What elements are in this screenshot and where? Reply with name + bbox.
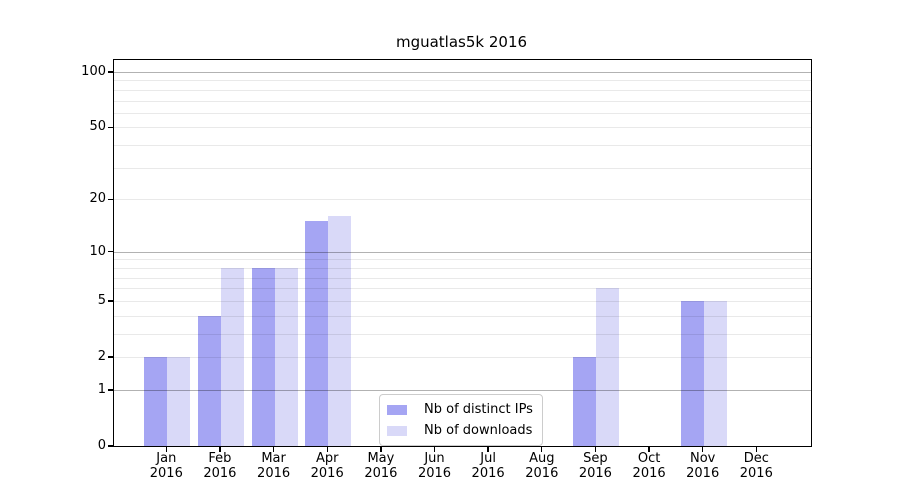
minor-gridline xyxy=(114,112,811,114)
y-tick-mark xyxy=(108,389,113,391)
legend: Nb of distinct IPs Nb of downloads xyxy=(379,394,543,446)
x-tick-mark xyxy=(326,446,328,452)
bar-distinct-ips-Nov-2016 xyxy=(680,300,704,446)
x-tick-label: Dec 2016 xyxy=(739,451,773,481)
x-tick-label: Jan 2016 xyxy=(149,451,183,481)
x-tick-mark xyxy=(755,446,757,452)
x-tick-label: Oct 2016 xyxy=(632,451,666,481)
legend-swatch-downloads xyxy=(387,425,407,436)
legend-label: Nb of downloads xyxy=(424,423,533,438)
y-tick-label: 1 xyxy=(97,381,106,397)
minor-gridline xyxy=(114,357,811,358)
x-tick-label: May 2016 xyxy=(364,451,398,481)
minor-gridline xyxy=(114,300,811,302)
y-tick-mark xyxy=(108,251,113,253)
y-tick-mark xyxy=(108,300,113,302)
y-tick-label: 5 xyxy=(97,292,106,308)
x-tick-mark xyxy=(272,446,275,452)
minor-gridline xyxy=(114,259,811,261)
bar-downloads-Jan-2016 xyxy=(167,357,191,446)
y-tick-mark xyxy=(108,445,113,447)
bar-downloads-Feb-2016 xyxy=(220,267,244,446)
y-tick-label: 0 xyxy=(97,438,106,453)
x-tick-label: Apr 2016 xyxy=(310,451,344,481)
x-tick-mark xyxy=(702,446,704,452)
x-tick-mark xyxy=(380,446,382,452)
x-tick-label: Jul 2016 xyxy=(471,451,505,481)
x-tick-mark xyxy=(541,446,543,452)
minor-gridline xyxy=(114,315,811,317)
x-tick-mark xyxy=(648,446,650,452)
plot-area: Nb of distinct IPs Nb of downloads xyxy=(113,59,812,447)
x-tick-mark xyxy=(487,446,489,452)
bar-downloads-Mar-2016 xyxy=(274,267,298,446)
bar-downloads-Sep-2016 xyxy=(596,288,620,446)
x-tick-mark xyxy=(219,446,221,452)
y-tick-mark xyxy=(108,198,113,201)
x-tick-label: Jun 2016 xyxy=(417,451,452,481)
legend-entry: Nb of distinct IPs xyxy=(387,401,533,418)
bar-distinct-ips-Mar-2016 xyxy=(251,267,275,446)
x-tick-label: Mar 2016 xyxy=(257,451,291,481)
minor-gridline xyxy=(114,333,811,335)
y-tick-mark xyxy=(108,126,113,129)
y-tick-label: 50 xyxy=(89,119,106,135)
minor-gridline xyxy=(114,267,811,269)
minor-gridline xyxy=(114,145,811,147)
major-gridline xyxy=(114,389,811,391)
major-gridline xyxy=(114,251,811,253)
bar-distinct-ips-Jan-2016 xyxy=(144,357,168,446)
bar-downloads-Apr-2016 xyxy=(328,216,352,446)
x-tick-label: Sep 2016 xyxy=(578,451,612,481)
minor-gridline xyxy=(114,167,811,169)
chart-title: mguatlas5k 2016 xyxy=(395,33,528,51)
x-tick-mark xyxy=(433,446,436,452)
legend-entry: Nb of downloads xyxy=(387,422,533,439)
minor-gridline xyxy=(114,127,811,129)
legend-swatch-distinct-ips xyxy=(387,404,407,415)
bar-downloads-Nov-2016 xyxy=(703,300,727,446)
y-tick-mark xyxy=(108,71,113,73)
x-tick-label: Feb 2016 xyxy=(203,451,237,481)
y-tick-label: 100 xyxy=(81,64,106,79)
y-tick-label: 10 xyxy=(89,243,106,259)
minor-gridline xyxy=(114,89,811,91)
x-tick-label: Aug 2016 xyxy=(525,451,559,481)
bar-distinct-ips-Apr-2016 xyxy=(305,221,329,446)
y-tick-mark xyxy=(108,356,113,358)
minor-gridline xyxy=(114,80,811,82)
bar-distinct-ips-Feb-2016 xyxy=(197,315,221,446)
y-tick-label: 20 xyxy=(89,191,106,207)
legend-label: Nb of distinct IPs xyxy=(424,402,533,417)
bar-distinct-ips-Sep-2016 xyxy=(573,357,597,446)
minor-gridline xyxy=(114,277,811,279)
x-tick-mark xyxy=(594,446,597,452)
minor-gridline xyxy=(114,100,811,102)
x-tick-mark xyxy=(165,446,167,452)
x-tick-label: Nov 2016 xyxy=(686,451,720,481)
major-gridline xyxy=(114,72,811,73)
y-tick-label: 2 xyxy=(97,349,106,364)
minor-gridline xyxy=(114,199,811,201)
minor-gridline xyxy=(114,288,811,290)
